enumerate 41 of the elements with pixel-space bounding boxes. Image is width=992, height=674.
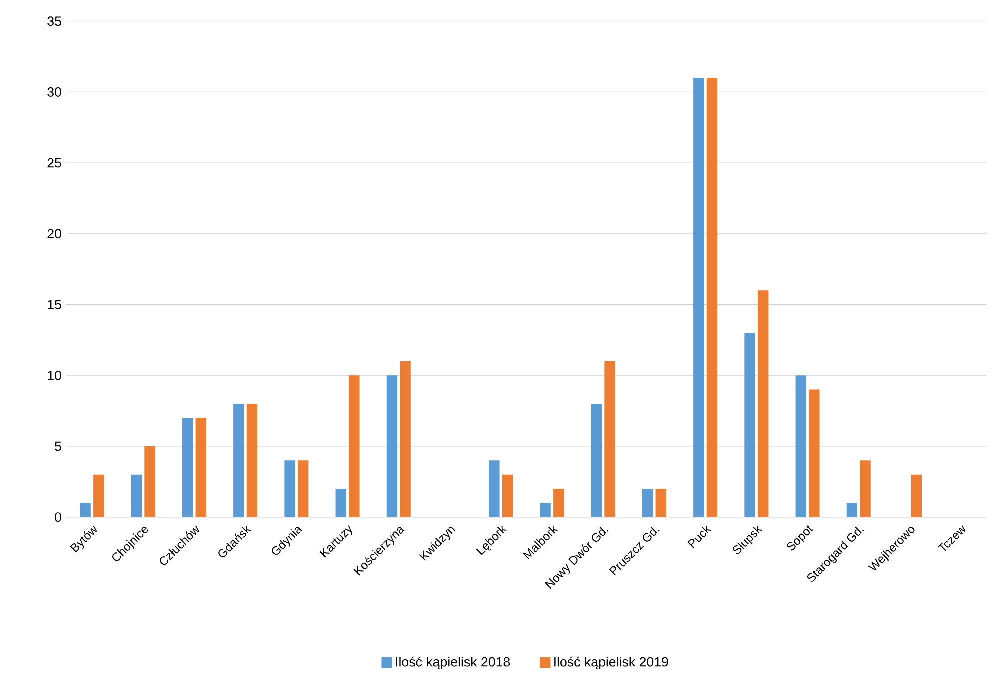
bar [694,78,704,518]
bar [656,488,666,518]
y-tick-label: 25 [48,158,62,168]
bar [246,404,258,518]
bar [489,460,500,518]
bar [80,503,91,518]
bar [846,503,858,518]
bar [386,376,398,518]
y-tick-label: 20 [48,229,62,239]
bar [182,418,194,518]
y-tick-label: 0 [55,512,62,522]
bar [94,474,104,518]
legend-label: Ilość kąpielisk 2019 [554,656,668,670]
y-tick-label: 10 [48,370,62,380]
bar [234,404,244,518]
legend-label: Ilość kąpielisk 2018 [396,656,510,670]
bar [796,376,806,518]
y-tick-label: 15 [48,300,62,310]
bar [604,361,616,518]
bar [758,290,769,518]
bar [860,460,871,518]
bar [911,474,922,518]
y-tick-label: 30 [48,87,62,97]
bar [540,503,551,518]
bar [591,404,602,518]
bar [144,446,156,518]
bar [706,78,718,518]
bar [809,390,820,518]
bar [196,418,206,518]
bar [400,361,411,518]
bar [349,376,360,518]
bar [744,333,756,518]
bar [554,488,564,518]
bar [336,488,346,518]
bar [298,460,309,518]
bar [642,488,654,518]
bar [502,474,514,518]
bar [131,474,142,518]
y-tick-label: 5 [55,442,62,452]
bar [284,460,296,518]
y-tick-label: 35 [48,16,62,26]
